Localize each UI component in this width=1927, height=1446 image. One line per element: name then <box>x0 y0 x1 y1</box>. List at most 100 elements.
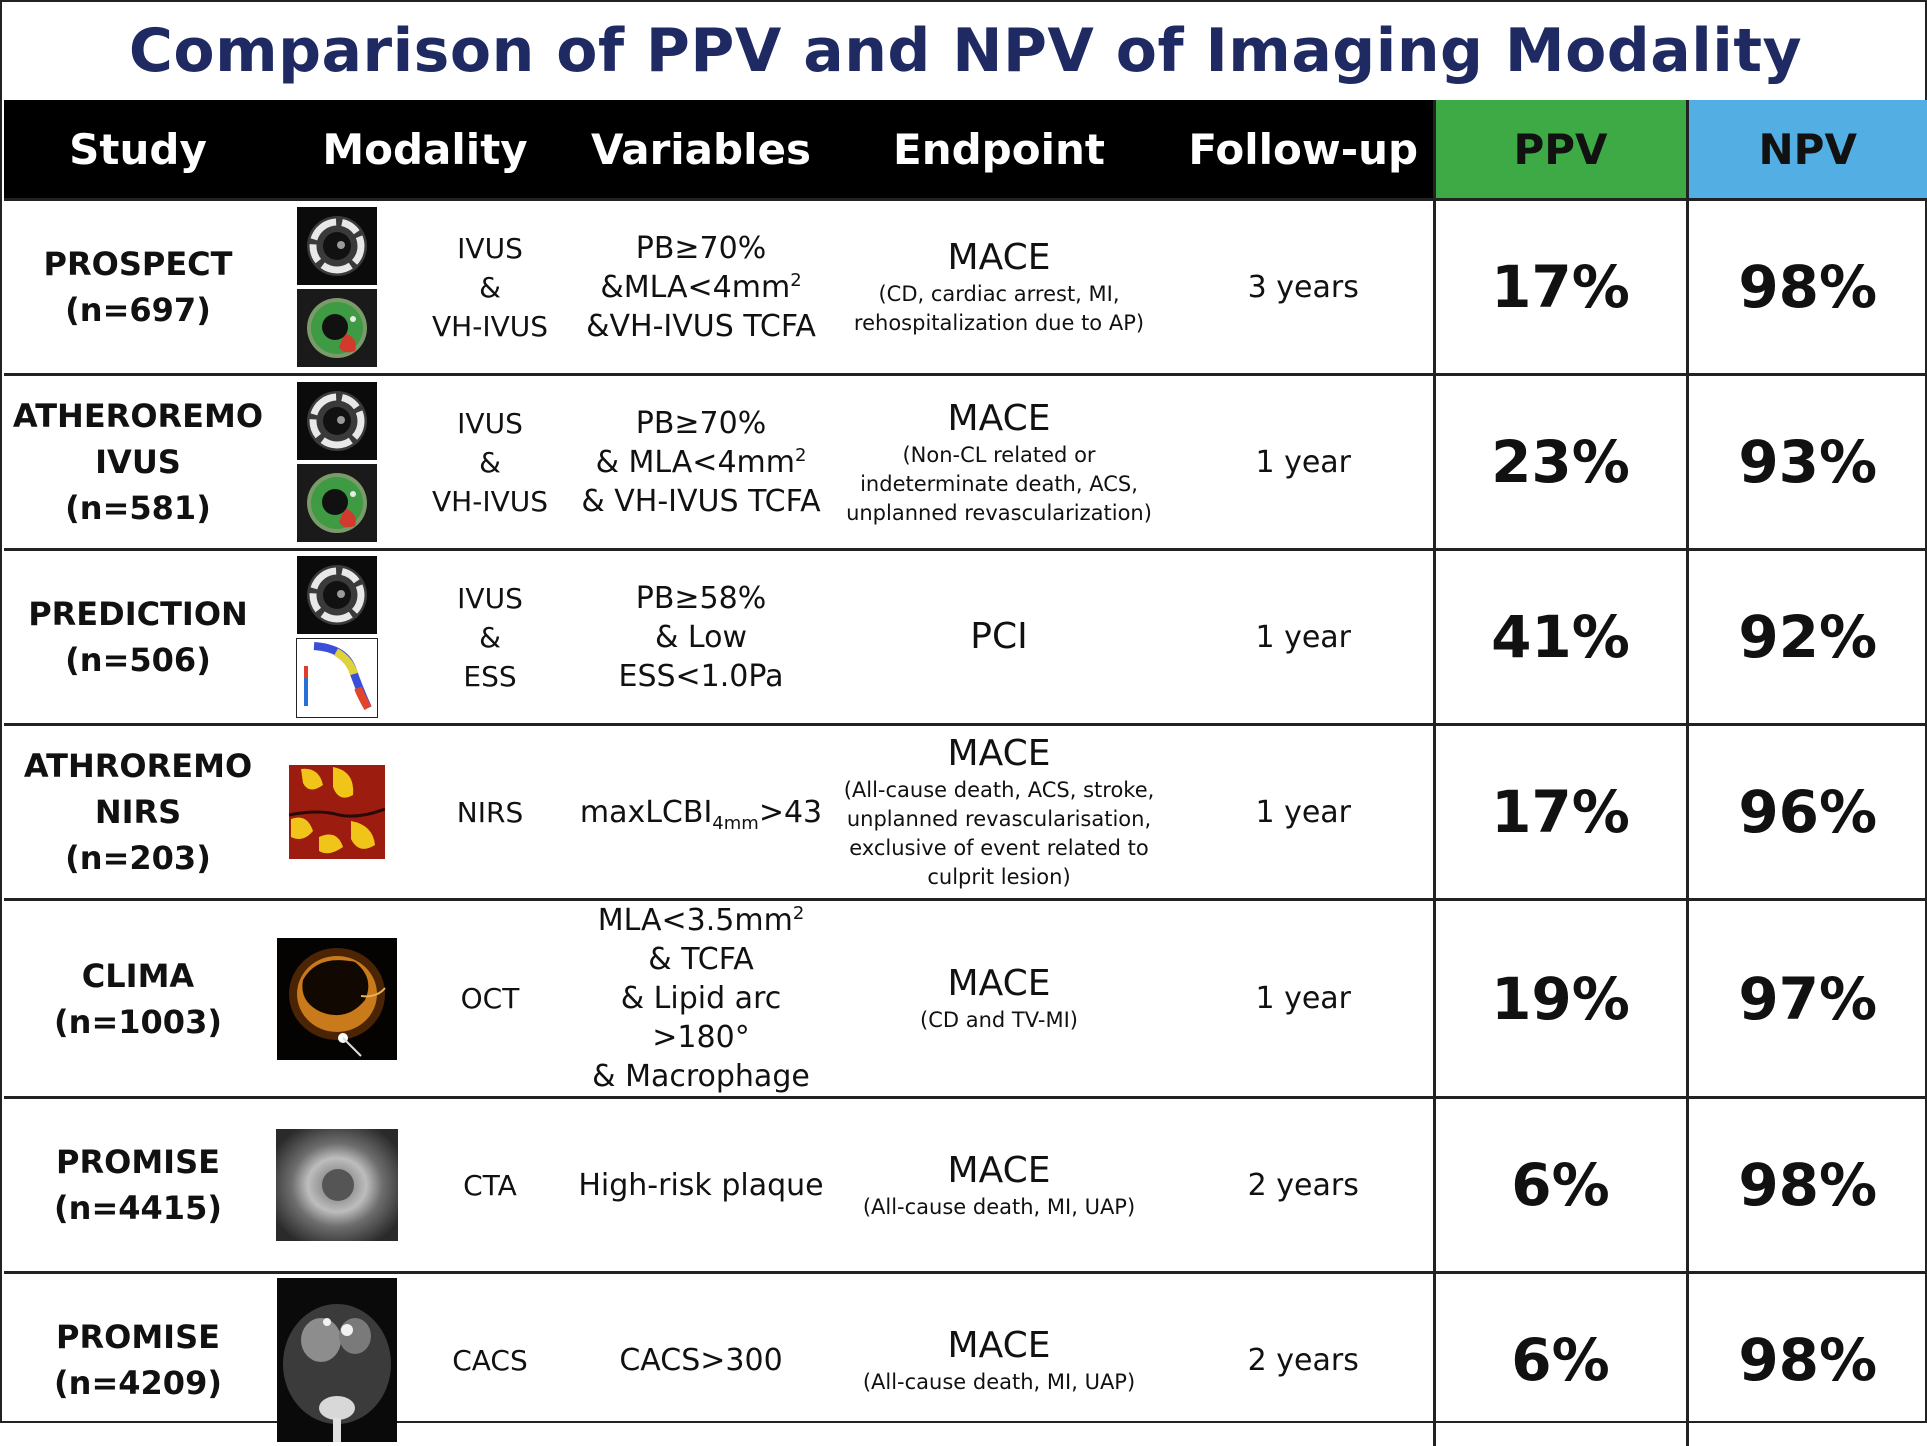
npv-value: 98% <box>1687 200 1927 375</box>
variable-text: & Macrophage <box>592 1059 810 1094</box>
study-name-line: ATHEROREMO <box>4 393 272 439</box>
variable-line: & Lipid arc >180° <box>578 979 824 1057</box>
endpoint-cell: MACE(All-cause death, MI, UAP) <box>824 1098 1174 1273</box>
modality-label: IVUS&VH-IVUS <box>402 404 578 521</box>
ppv-value: 23% <box>1434 375 1687 550</box>
study-name-line: PROMISE <box>4 1139 272 1185</box>
variable-text: PB≥70% <box>636 231 767 266</box>
modality-line: ESS <box>402 657 578 696</box>
modality-label: IVUS&VH-IVUS <box>402 229 578 346</box>
column-header-endpoint: Endpoint <box>824 100 1174 200</box>
endpoint-main: MACE <box>824 397 1174 441</box>
modality-thumbnails <box>272 207 402 367</box>
modality-thumbnails <box>272 1278 402 1442</box>
endpoint-cell: MACE(CD and TV-MI) <box>824 900 1174 1098</box>
modality-label: CACS <box>402 1341 578 1380</box>
variable-line: &VH-IVUS TCFA <box>578 307 824 346</box>
modality-line: VH-IVUS <box>402 307 578 346</box>
vh-ivus-image <box>297 289 377 367</box>
endpoint-detail-line: culprit lesion) <box>824 863 1174 892</box>
follow-up-cell: 1 year <box>1174 900 1434 1098</box>
ivus-image <box>297 207 377 285</box>
study-cell: PROMISE(n=4209) <box>4 1273 272 1446</box>
modality-line: NIRS <box>402 793 578 832</box>
variable-line: & VH-IVUS TCFA <box>578 482 824 521</box>
endpoint-detail-line: (All-cause death, MI, UAP) <box>824 1193 1174 1222</box>
variable-text: & Lipid arc >180° <box>621 981 782 1055</box>
study-cell: PROMISE(n=4415) <box>4 1098 272 1273</box>
modality-thumbnails <box>272 1129 402 1241</box>
npv-value: 98% <box>1687 1098 1927 1273</box>
npv-value: 97% <box>1687 900 1927 1098</box>
modality-content: NIRS <box>272 726 578 898</box>
variable-line: & Macrophage <box>578 1057 824 1096</box>
variable-text: &MLA<4mm <box>600 270 790 305</box>
modality-line: IVUS <box>402 404 578 443</box>
nirs-chemogram-image <box>289 765 385 859</box>
npv-value: 92% <box>1687 550 1927 725</box>
study-name-line: (n=697) <box>4 287 272 333</box>
variable-line: PB≥70% <box>578 229 824 268</box>
endpoint-detail-line: rehospitalization due to AP) <box>824 309 1174 338</box>
oct-image <box>277 938 397 1060</box>
npv-value: 96% <box>1687 725 1927 900</box>
column-header-variables: Variables <box>578 100 824 200</box>
modality-line: & <box>402 268 578 307</box>
modality-line: IVUS <box>402 579 578 618</box>
variable-text: CACS>300 <box>619 1343 782 1378</box>
endpoint-main: MACE <box>824 1324 1174 1368</box>
variable-superscript: 2 <box>790 270 801 291</box>
ppv-value: 6% <box>1434 1273 1687 1446</box>
modality-content: CTA <box>272 1099 578 1271</box>
endpoint-detail-line: exclusive of event related to <box>824 834 1174 863</box>
variables-cell: High-risk plaque <box>578 1098 824 1273</box>
variables-cell: maxLCBI4mm>43 <box>578 725 824 900</box>
variable-line: CACS>300 <box>578 1341 824 1380</box>
modality-cell: IVUS&ESS <box>272 550 578 725</box>
modality-content: IVUS&VH-IVUS <box>272 201 578 373</box>
variable-text: & VH-IVUS TCFA <box>581 484 820 519</box>
variable-text: & TCFA <box>648 942 753 977</box>
modality-label: OCT <box>402 979 578 1018</box>
study-name-line: (n=4415) <box>4 1185 272 1231</box>
comparison-table: Study Modality Variables Endpoint Follow… <box>4 100 1927 1446</box>
ppv-value: 6% <box>1434 1098 1687 1273</box>
variable-line: MLA<3.5mm2 <box>578 901 824 940</box>
ppv-value: 17% <box>1434 200 1687 375</box>
ppv-value: 17% <box>1434 725 1687 900</box>
column-header-follow-up: Follow-up <box>1174 100 1434 200</box>
study-name-line: IVUS <box>4 439 272 485</box>
variables-cell: PB≥70% &MLA<4mm2&VH-IVUS TCFA <box>578 200 824 375</box>
variable-text: &VH-IVUS TCFA <box>586 309 816 344</box>
endpoint-detail-line: unplanned revascularisation, <box>824 805 1174 834</box>
ivus-image <box>297 382 377 460</box>
endpoint-detail-line: (All-cause death, MI, UAP) <box>824 1368 1174 1397</box>
study-name-line: (n=4209) <box>4 1360 272 1406</box>
study-cell: CLIMA(n=1003) <box>4 900 272 1098</box>
modality-line: OCT <box>402 979 578 1018</box>
cacs-ct-image <box>277 1278 397 1442</box>
follow-up-cell: 1 year <box>1174 550 1434 725</box>
variable-text: PB≥58% <box>636 581 767 616</box>
modality-label: NIRS <box>402 793 578 832</box>
variable-line: & Low ESS<1.0Pa <box>578 618 824 696</box>
figure-title: Comparison of PPV and NPV of Imaging Mod… <box>2 2 1927 100</box>
endpoint-cell: MACE(All-cause death, MI, UAP) <box>824 1273 1174 1446</box>
endpoint-main: MACE <box>824 1149 1174 1193</box>
column-header-ppv: PPV <box>1434 100 1687 200</box>
variable-text: & MLA<4mm <box>596 445 795 480</box>
modality-line: CTA <box>402 1166 578 1205</box>
npv-value: 93% <box>1687 375 1927 550</box>
endpoint-main: MACE <box>824 962 1174 1006</box>
study-name-line: PREDICTION <box>4 591 272 637</box>
modality-label: IVUS&ESS <box>402 579 578 696</box>
modality-cell: CACS <box>272 1273 578 1446</box>
variables-cell: PB≥58%& Low ESS<1.0Pa <box>578 550 824 725</box>
study-name-line: ATHROREMO <box>4 743 272 789</box>
modality-content: IVUS&ESS <box>272 551 578 723</box>
variable-line: & TCFA <box>578 940 824 979</box>
follow-up-cell: 1 year <box>1174 375 1434 550</box>
